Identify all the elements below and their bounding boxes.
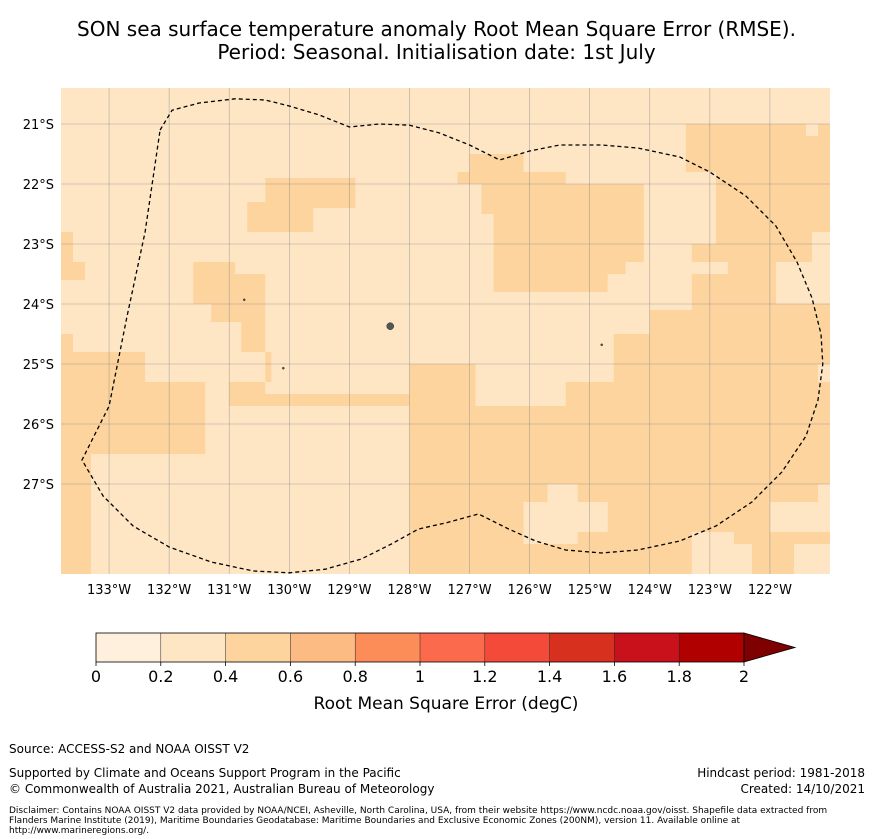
lon-tick-label: 133°W: [87, 583, 131, 598]
created-date-text: Created: 14/10/2021: [740, 782, 865, 796]
lon-tick-label: 127°W: [447, 583, 491, 598]
colorbar-tick-label: 1.4: [537, 667, 562, 686]
chart-title-line-2: Period: Seasonal. Initialisation date: 1…: [217, 40, 656, 64]
lon-tick-label: 132°W: [147, 583, 191, 598]
lon-tick-label: 122°W: [748, 583, 792, 598]
hindcast-period-text: Hindcast period: 1981-2018: [697, 766, 865, 780]
island-marker: [242, 298, 246, 302]
map-plot-area: [61, 88, 830, 574]
lon-tick-label: 128°W: [387, 583, 431, 598]
colorbar-segment: [290, 633, 356, 662]
island-marker: [386, 322, 394, 330]
rmse-region-0p4-0p6: [247, 178, 356, 232]
colorbar-segment: [355, 633, 420, 662]
rmse-region-0p2-0p4: [691, 532, 752, 574]
lon-tick-label: 124°W: [628, 583, 672, 598]
rmse-region-0p2-0p4: [818, 364, 830, 382]
lat-tick-label: 23°S: [23, 238, 54, 253]
colorbar-segment: [96, 633, 161, 662]
map-axes: 21°S 22°S 23°S 24°S 25°S 26°S 27°S 133°W 132°W 13…: [23, 118, 792, 598]
colorbar-segment: [484, 633, 550, 662]
colorbar-tick-label: 0.4: [213, 667, 238, 686]
colorbar-segment: [614, 633, 680, 662]
lon-tick-label: 125°W: [568, 583, 612, 598]
colorbar-tick-label: 0: [91, 667, 101, 686]
rmse-region-0p2-0p4: [794, 544, 830, 574]
lat-tick-label: 24°S: [23, 298, 54, 313]
colorbar: 0 0.2 0.4 0.6 0.8 1 1.2 1.4 1.6 1.8 2 Root Mean Squ…: [91, 632, 797, 714]
colorbar-segment: [160, 633, 226, 662]
colorbar-tick-label: 2: [739, 667, 749, 686]
colorbar-segment: [679, 633, 744, 662]
colorbar-tick-label: 0.8: [342, 667, 367, 686]
lon-tick-label: 131°W: [207, 583, 251, 598]
colorbar-tick-label: 1.8: [666, 667, 691, 686]
rmse-region-0p4-0p6: [457, 154, 644, 292]
lon-tick-label: 126°W: [508, 583, 552, 598]
colorbar-extend-arrow: [743, 632, 797, 663]
lat-tick-label: 27°S: [23, 478, 54, 493]
colorbar-label: Root Mean Square Error (degC): [314, 694, 579, 714]
source-text: Source: ACCESS-S2 and NOAA OISST V2: [9, 742, 250, 756]
colorbar-tick-label: 1: [415, 667, 425, 686]
lat-tick-label: 26°S: [23, 418, 54, 433]
rmse-region-0p4-0p6: [193, 262, 830, 574]
colorbar-segment: [549, 633, 615, 662]
lon-tick-label: 130°W: [267, 583, 311, 598]
rmse-region-0p2-0p4: [769, 484, 830, 532]
lat-tick-label: 21°S: [23, 118, 54, 133]
lon-tick-label: 129°W: [327, 583, 371, 598]
colorbar-tick-label: 1.2: [472, 667, 497, 686]
chart-title-line-1: SON sea surface temperature anomaly Root…: [77, 17, 796, 41]
disclaimer-text: Disclaimer: Contains NOAA OISST V2 data …: [9, 806, 828, 836]
lat-tick-label: 25°S: [23, 358, 54, 373]
rmse-region-0p2-0p4: [355, 502, 404, 562]
copyright-text: © Commonwealth of Australia 2021, Austra…: [9, 782, 435, 796]
colorbar-tick-label: 0.2: [148, 667, 173, 686]
rmse-region-0p4-0p6: [685, 124, 830, 274]
lat-tick-label: 22°S: [23, 178, 54, 193]
rmse-region-0p2-0p4: [523, 484, 608, 544]
island-marker: [600, 343, 603, 347]
lon-tick-label: 123°W: [688, 583, 732, 598]
colorbar-tick-label: 0.6: [278, 667, 303, 686]
support-text: Supported by Climate and Oceans Support …: [9, 766, 401, 780]
island-marker: [282, 366, 285, 370]
colorbar-tick-label: 1.6: [602, 667, 627, 686]
colorbar-segment: [225, 633, 291, 662]
colorbar-segment: [420, 633, 485, 662]
